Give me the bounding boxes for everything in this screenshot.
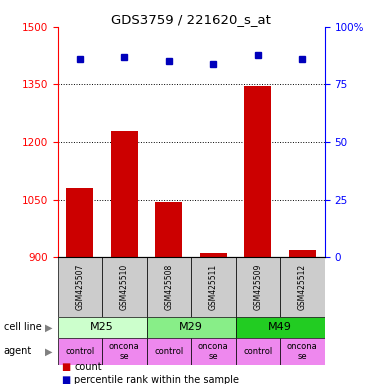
Text: GSM425508: GSM425508 [164, 264, 173, 310]
Text: GSM425511: GSM425511 [209, 264, 218, 310]
Text: GSM425507: GSM425507 [75, 264, 84, 310]
Bar [191, 257, 236, 317]
Text: GSM425510: GSM425510 [120, 264, 129, 310]
Text: cell line: cell line [4, 322, 42, 333]
Text: agent: agent [4, 346, 32, 356]
Text: control: control [243, 347, 272, 356]
Bar [147, 317, 236, 338]
Bar [147, 338, 191, 365]
Text: ■: ■ [61, 375, 70, 384]
Bar [236, 257, 280, 317]
Bar [236, 317, 325, 338]
Bar [244, 86, 271, 257]
Text: oncona
se: oncona se [109, 342, 139, 361]
Text: GSM425509: GSM425509 [253, 264, 262, 310]
Bar [289, 250, 316, 257]
Bar [102, 257, 147, 317]
Text: ▶: ▶ [45, 322, 52, 333]
Bar [236, 338, 280, 365]
Text: ■: ■ [61, 362, 70, 372]
Bar [191, 338, 236, 365]
Text: M29: M29 [179, 322, 203, 333]
Bar [58, 317, 147, 338]
Text: M49: M49 [268, 322, 292, 333]
Bar [66, 188, 93, 257]
Text: control: control [154, 347, 183, 356]
Bar [280, 257, 325, 317]
Text: control: control [65, 347, 94, 356]
Bar [200, 253, 227, 257]
Text: oncona
se: oncona se [198, 342, 229, 361]
Title: GDS3759 / 221620_s_at: GDS3759 / 221620_s_at [111, 13, 271, 26]
Text: oncona
se: oncona se [287, 342, 318, 361]
Bar [155, 202, 182, 257]
Bar [58, 257, 102, 317]
Text: percentile rank within the sample: percentile rank within the sample [74, 375, 239, 384]
Text: count: count [74, 362, 102, 372]
Text: ▶: ▶ [45, 346, 52, 356]
Text: GSM425512: GSM425512 [298, 264, 307, 310]
Bar [280, 338, 325, 365]
Bar [147, 257, 191, 317]
Bar [111, 131, 138, 257]
Text: M25: M25 [90, 322, 114, 333]
Bar [58, 338, 102, 365]
Bar [102, 338, 147, 365]
